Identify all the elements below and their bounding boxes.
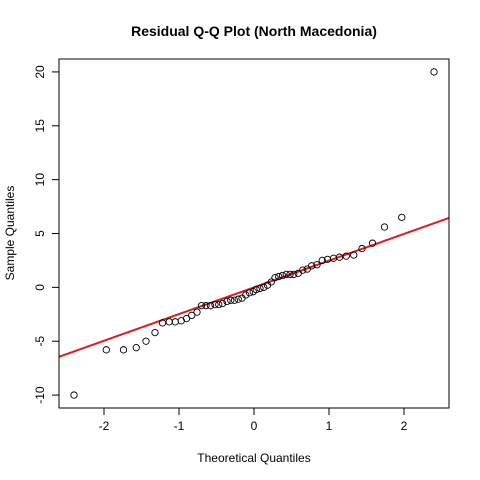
data-point [70, 391, 78, 399]
y-tick-label: 20 [33, 65, 47, 79]
data-point [202, 302, 210, 310]
data-point [290, 270, 298, 279]
y-tick-label: 0 [33, 284, 47, 291]
x-axis-label: Theoretical Quantiles [197, 451, 310, 465]
data-point [227, 296, 235, 304]
data-point [286, 270, 294, 279]
plot-frame [58, 58, 450, 409]
data-point [234, 295, 242, 303]
data-point [245, 289, 254, 297]
data-point [165, 318, 173, 326]
x-tick-label: -2 [99, 419, 110, 433]
data-point [342, 252, 350, 260]
data-point [206, 302, 215, 310]
data-point [275, 272, 283, 281]
data-point [398, 213, 406, 221]
data-point [193, 308, 201, 316]
x-tick-label: -1 [174, 419, 185, 433]
y-tick-label: -5 [33, 336, 47, 347]
data-point [119, 346, 128, 354]
y-tick-label: 5 [33, 230, 47, 237]
data-point [132, 344, 140, 352]
data-point [256, 284, 264, 293]
data-point [188, 311, 196, 320]
y-tick-label: -10 [33, 386, 47, 404]
data-point [350, 251, 358, 259]
points-layer [70, 68, 438, 399]
data-point [318, 256, 326, 265]
data-point [197, 302, 206, 310]
data-point [252, 285, 260, 294]
data-point [102, 346, 110, 354]
data-point [308, 262, 316, 270]
data-point [282, 270, 290, 279]
data-point [230, 296, 239, 304]
data-point [278, 271, 287, 280]
data-point [242, 291, 250, 299]
data-point [171, 318, 179, 326]
chart-title: Residual Q-Q Plot (North Macedonia) [131, 23, 377, 39]
data-point [368, 239, 377, 247]
data-point [215, 300, 223, 309]
data-point [223, 297, 231, 306]
data-point [299, 266, 307, 274]
x-tick-label: 0 [251, 419, 258, 433]
data-point [218, 299, 227, 308]
x-tick-label: 2 [401, 419, 408, 433]
data-point [267, 278, 275, 286]
data-point [358, 244, 366, 253]
data-point [380, 223, 389, 231]
data-point [335, 253, 344, 261]
data-point [158, 319, 167, 327]
y-axis-label: Sample Quantiles [3, 186, 17, 281]
data-point [313, 261, 321, 269]
data-point [211, 300, 219, 309]
data-point [271, 274, 279, 282]
data-point [142, 337, 150, 345]
data-point [260, 283, 268, 292]
data-point [182, 314, 191, 323]
x-tick-label: 1 [326, 419, 333, 433]
data-point [430, 68, 438, 76]
data-point [151, 328, 159, 337]
y-tick-label: 10 [33, 173, 47, 187]
y-tick-label: 15 [33, 119, 47, 133]
